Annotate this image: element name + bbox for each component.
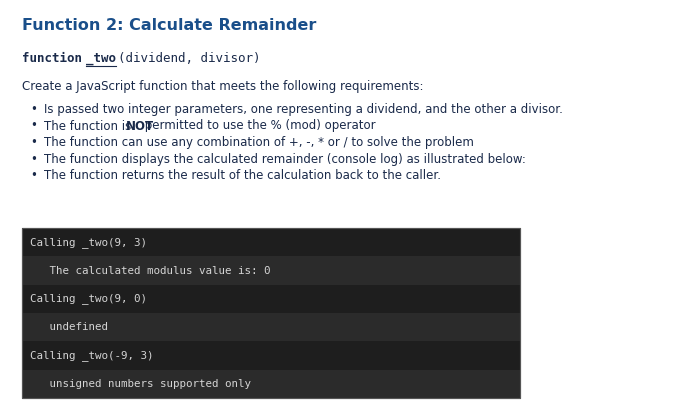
Bar [22,285,520,313]
Bar [22,228,520,398]
Text: The function displays the calculated remainder (console log) as illustrated belo: The function displays the calculated rem… [44,153,526,166]
Text: •: • [30,169,37,182]
Text: unsigned numbers supported only: unsigned numbers supported only [30,379,251,389]
Text: Function 2: Calculate Remainder: Function 2: Calculate Remainder [22,18,317,33]
Text: function: function [22,52,82,65]
Text: Calling _two(-9, 3): Calling _two(-9, 3) [30,350,153,361]
Text: Is passed two integer parameters, one representing a dividend, and the other a d: Is passed two integer parameters, one re… [44,103,563,116]
Text: •: • [30,153,37,166]
Text: undefined: undefined [30,322,108,332]
Bar [22,228,520,256]
Text: Calling _two(9, 3): Calling _two(9, 3) [30,237,147,248]
Bar [22,256,520,285]
Bar [22,228,520,398]
Text: permitted to use the % (mod) operator: permitted to use the % (mod) operator [141,120,376,133]
Text: •: • [30,103,37,116]
Text: _two: _two [86,52,116,65]
Text: NOT: NOT [125,120,154,133]
Text: •: • [30,136,37,149]
Text: Calling _two(9, 0): Calling _two(9, 0) [30,293,147,304]
Bar [22,370,520,398]
Text: The function returns the result of the calculation back to the caller.: The function returns the result of the c… [44,169,441,182]
Text: The calculated modulus value is: 0: The calculated modulus value is: 0 [30,266,271,275]
Text: •: • [30,120,37,133]
Bar [22,313,520,341]
Bar [22,341,520,370]
Text: The function is: The function is [44,120,135,133]
Text: Create a JavaScript function that meets the following requirements:: Create a JavaScript function that meets … [22,80,424,93]
Text: (dividend, divisor): (dividend, divisor) [118,52,260,65]
Text: The function can use any combination of +, -, * or / to solve the problem: The function can use any combination of … [44,136,474,149]
